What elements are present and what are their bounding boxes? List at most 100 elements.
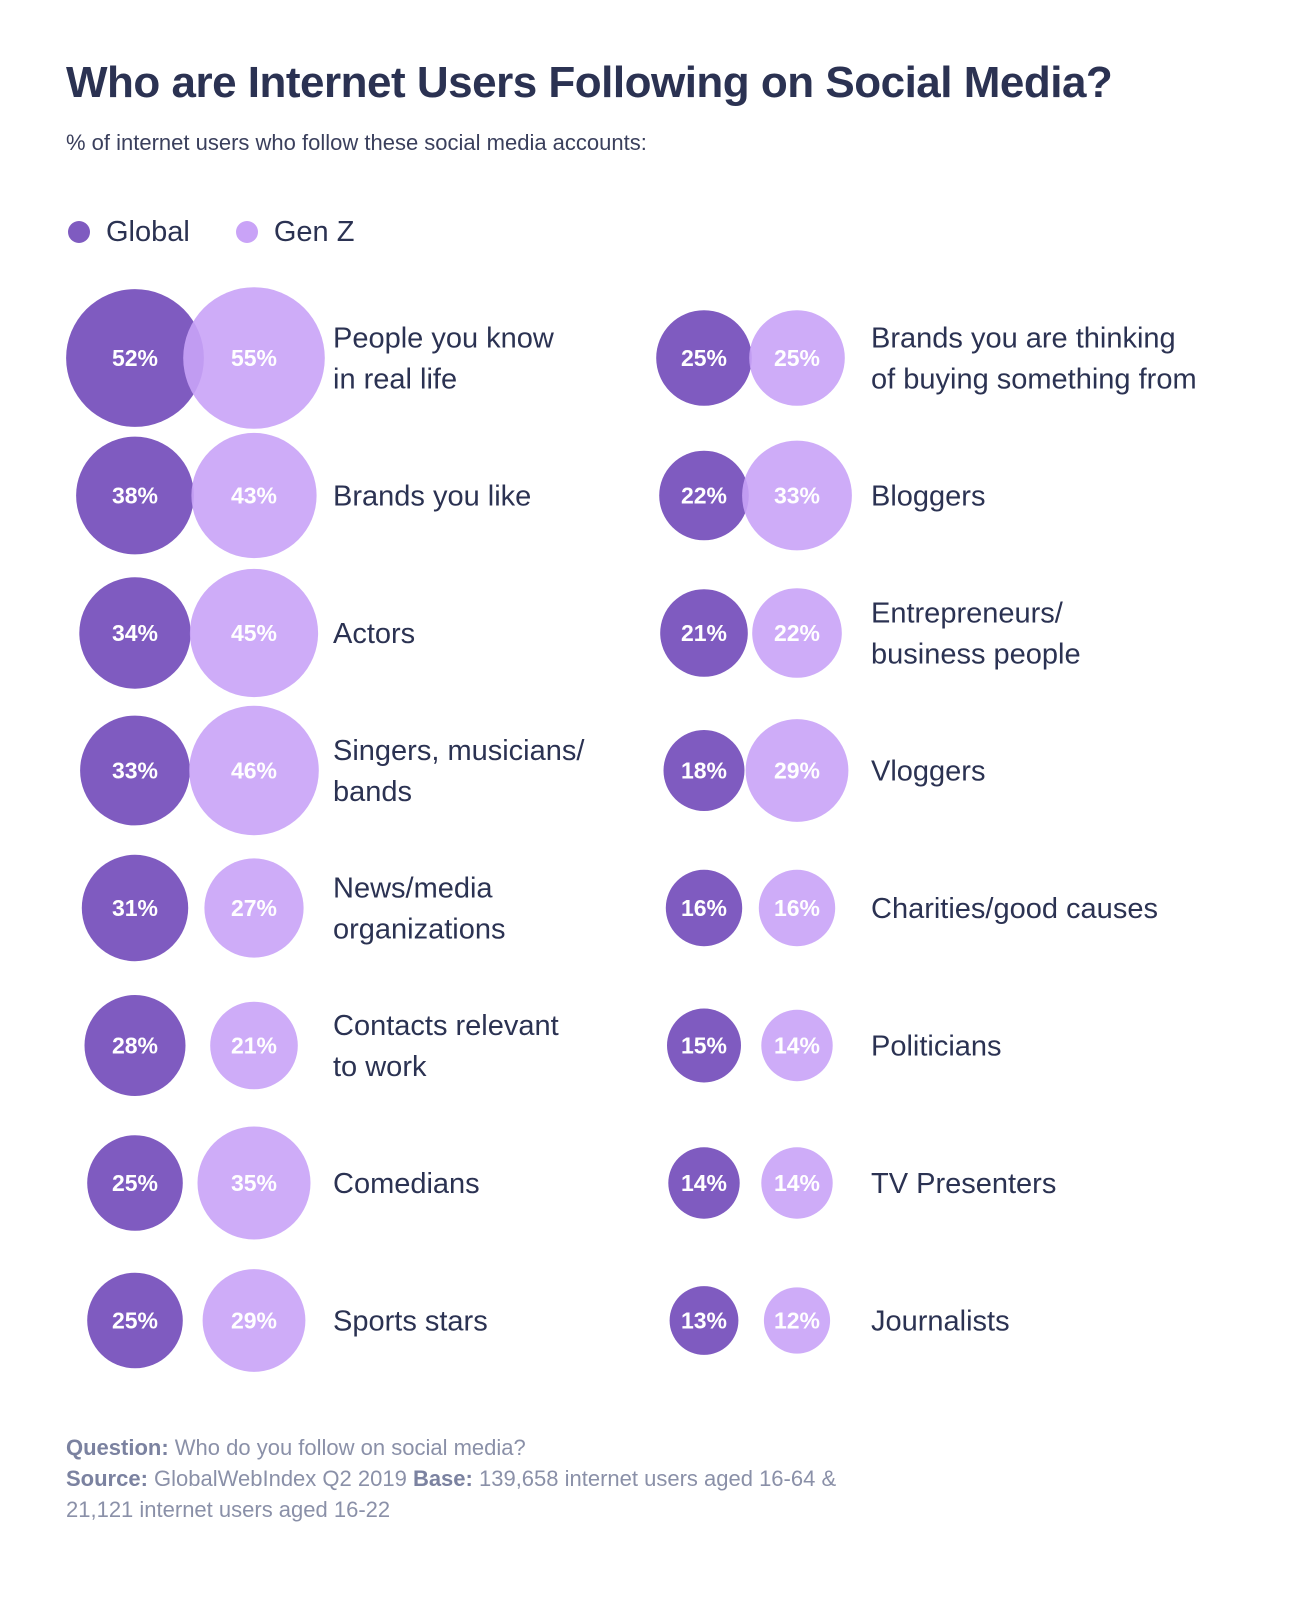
global-value-label: 13% — [681, 1308, 727, 1334]
genz-bubble — [749, 310, 845, 406]
legend-item-genz: Gen Z — [235, 215, 355, 249]
global-value-label: 21% — [681, 620, 727, 646]
genz-bubble — [210, 1001, 298, 1090]
global-value-label: 28% — [112, 1033, 158, 1059]
right-row-7: 13% 12% Journalists — [669, 1286, 1010, 1355]
global-bubble — [656, 310, 752, 406]
genz-value-label: 43% — [231, 483, 277, 509]
category-label: Brands you like — [333, 481, 531, 513]
genz-value-label: 55% — [231, 345, 277, 371]
right-row-3: 18% 29% Vloggers — [663, 719, 985, 822]
global-value-label: 52% — [112, 345, 158, 371]
global-value-label: 14% — [681, 1170, 727, 1196]
legend-label-genz: Gen Z — [273, 215, 355, 248]
genz-bubble — [189, 568, 319, 698]
genz-bubble — [742, 440, 852, 551]
legend-label-global: Global — [106, 215, 190, 248]
right-row-2: 21% 22% Entrepreneurs/business people — [660, 588, 1081, 678]
genz-value-label: 29% — [231, 1308, 277, 1334]
global-bubble — [669, 1286, 739, 1355]
left-row-7: 25% 29% Sports stars — [87, 1269, 488, 1372]
category-label: TV Presenters — [871, 1168, 1056, 1200]
global-bubble — [667, 1008, 741, 1083]
global-value-label: 34% — [112, 620, 158, 646]
legend: Global Gen Z — [68, 212, 400, 252]
chart-subtitle: % of internet users who follow these soc… — [66, 130, 647, 155]
chart-title: Who are Internet Users Following on Soci… — [66, 58, 1113, 107]
left-row-1: 38% 43% Brands you like — [76, 432, 531, 559]
footer-question: Question: Who do you follow on social me… — [66, 1435, 526, 1460]
right-row-0: 25% 25% Brands you are thinking of buying s… — [656, 310, 1197, 406]
genz-bubble — [204, 858, 304, 958]
category-label: Bloggers — [871, 481, 985, 513]
left-row-5: 28% 21% Contacts relevant to work — [84, 995, 559, 1096]
right-row-4: 16% 16% Charities/good causes — [665, 869, 1158, 947]
legend-swatch-global — [68, 221, 90, 243]
genz-value-label: 16% — [774, 895, 820, 921]
category-label: Charities/good causes — [871, 893, 1158, 925]
global-value-label: 18% — [681, 758, 727, 784]
genz-value-label: 14% — [774, 1033, 820, 1059]
genz-value-label: 46% — [231, 758, 277, 784]
genz-value-label: 25% — [774, 345, 820, 371]
category-label: Politicians — [871, 1031, 1002, 1063]
global-bubble — [665, 869, 743, 947]
category-label: Brands you are thinking of buying somethi… — [871, 323, 1197, 396]
genz-value-label: 22% — [774, 620, 820, 646]
global-bubble — [79, 577, 191, 689]
category-label: Contacts relevant to work — [333, 1010, 559, 1083]
genz-bubble — [197, 1126, 311, 1240]
genz-bubble — [752, 588, 842, 678]
right-row-6: 14% 14% TV Presenters — [668, 1147, 1056, 1219]
category-label: Sports stars — [333, 1306, 488, 1338]
left-row-6: 25% 35% Comedians — [87, 1126, 480, 1240]
global-bubble — [87, 1135, 183, 1231]
category-label: Actors — [333, 618, 415, 650]
genz-bubble — [763, 1287, 831, 1354]
genz-value-label: 29% — [774, 758, 820, 784]
global-bubble — [668, 1147, 740, 1219]
category-label: Comedians — [333, 1168, 480, 1200]
bubble-chart: 52% 55% People you know in real life 38% 43% B… — [66, 287, 1197, 1372]
global-bubble — [659, 450, 749, 541]
footer-source: Source: GlobalWebIndex Q2 2019 Base: 139… — [66, 1466, 837, 1491]
genz-value-label: 12% — [774, 1308, 820, 1334]
legend-swatch-genz — [235, 221, 258, 243]
left-row-0: 52% 55% People you know in real life — [66, 287, 555, 429]
right-row-5: 15% 14% Politicians — [667, 1008, 1002, 1083]
footer-base-continued: 21,121 internet users aged 16-22 — [66, 1497, 391, 1522]
global-bubble — [76, 436, 194, 555]
global-value-label: 33% — [112, 758, 158, 784]
category-label: Journalists — [871, 1306, 1010, 1338]
global-bubble — [663, 730, 745, 811]
category-label: Singers, musicians/bands — [333, 735, 585, 808]
genz-bubble — [189, 705, 319, 836]
genz-bubble — [191, 432, 317, 559]
category-label: Entrepreneurs/business people — [871, 598, 1081, 671]
genz-bubble — [183, 287, 325, 429]
global-value-label: 16% — [681, 895, 727, 921]
global-bubble — [84, 995, 186, 1096]
genz-bubble — [758, 869, 836, 947]
genz-value-label: 27% — [231, 895, 277, 921]
global-value-label: 25% — [112, 1170, 158, 1196]
genz-value-label: 14% — [774, 1170, 820, 1196]
global-value-label: 22% — [681, 483, 727, 509]
global-value-label: 15% — [681, 1033, 727, 1059]
global-bubble — [80, 715, 190, 826]
genz-value-label: 45% — [231, 620, 277, 646]
left-row-2: 34% 45% Actors — [79, 568, 415, 698]
global-bubble — [66, 289, 204, 427]
category-label: News/media organizations — [333, 873, 506, 946]
global-value-label: 25% — [681, 345, 727, 371]
legend-item-global: Global — [68, 216, 190, 249]
left-row-3: 33% 46% Singers, musicians/bands — [80, 705, 585, 836]
genz-bubble — [202, 1269, 306, 1372]
category-label: People you know in real life — [333, 323, 555, 396]
global-value-label: 38% — [112, 483, 158, 509]
global-bubble — [660, 589, 748, 677]
global-bubble — [81, 854, 189, 962]
genz-bubble — [761, 1009, 833, 1082]
footer-notes: Question: Who do you follow on social me… — [66, 1432, 966, 1525]
category-label: Vloggers — [871, 756, 985, 788]
